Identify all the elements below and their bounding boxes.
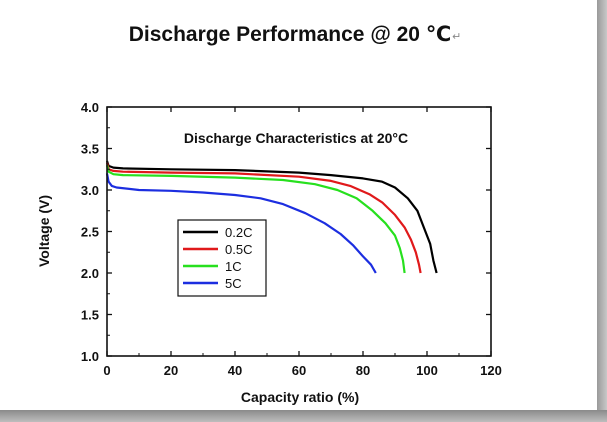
y-tick-label: 2.0 [81,266,99,281]
series-line-2 [105,164,406,274]
y-tick-label: 2.5 [81,225,99,240]
y-tick-label: 1.5 [81,308,99,323]
x-tick-label: 0 [103,363,110,378]
legend-label-0: 0.2C [225,225,252,240]
legend-label-1: 0.5C [225,242,252,257]
y-tick-label: 3.0 [81,183,99,198]
legend: 0.2C 0.5C 1C 5C [177,219,267,297]
x-tick-label: 100 [416,363,438,378]
y-tick-label: 1.0 [81,349,99,364]
legend-label-3: 5C [225,276,242,291]
axes: 0 20 40 60 80 100 120 1.0 1.5 2.0 2.5 3.0 3.5 4.0 [81,100,502,378]
series-lines [105,160,438,274]
paragraph-mark-icon: ↵ [452,31,462,43]
x-tick-label: 20 [164,363,178,378]
frame-shadow-right [597,0,607,422]
y-axis-label: Voltage (V) [36,195,52,267]
series-line-1 [105,162,422,274]
y-tick-label: 3.5 [81,142,99,157]
page-title: Discharge Performance @ 20 ℃ [128,23,452,46]
x-tick-label: 40 [228,363,242,378]
x-tick-label: 120 [480,363,502,378]
chart-title: Discharge Characteristics at 20°C [184,130,408,146]
y-tick-label: 4.0 [81,100,99,115]
series-line-3 [105,173,377,274]
x-tick-label: 60 [292,363,306,378]
series-line-0 [105,160,438,274]
frame-shadow-bottom [0,410,607,422]
legend-label-2: 1C [225,259,242,274]
x-tick-label: 80 [356,363,370,378]
x-axis-label: Capacity ratio (%) [241,389,359,405]
